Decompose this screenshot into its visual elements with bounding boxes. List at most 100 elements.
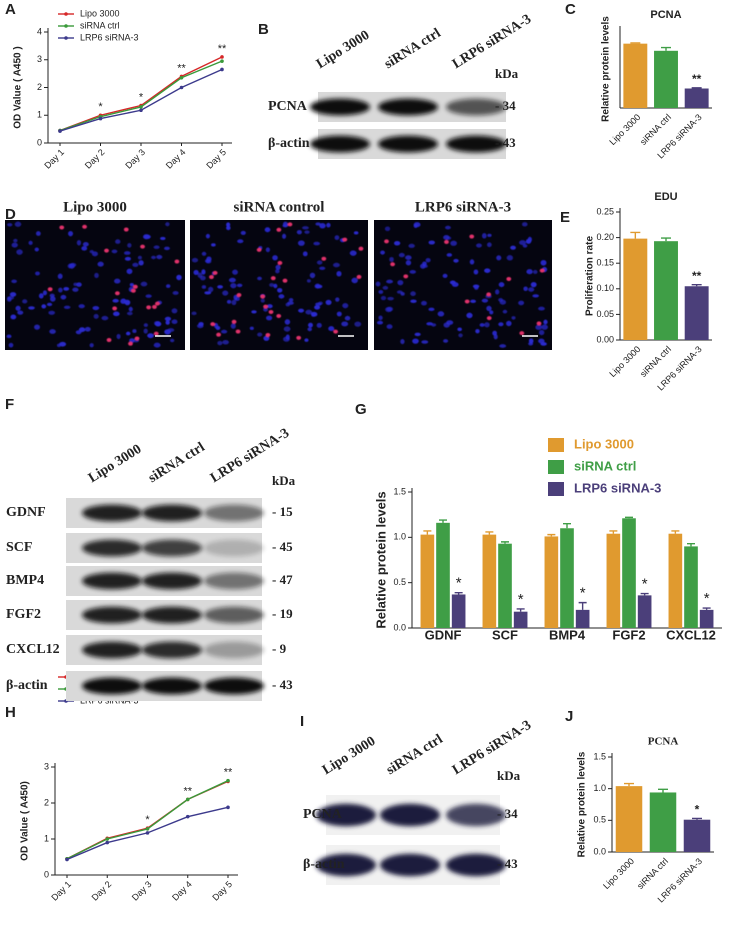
nucleus: [535, 324, 543, 330]
y-tick-label: 0.0: [593, 846, 606, 856]
nucleus: [305, 309, 313, 315]
nucleus: [277, 287, 283, 293]
nucleus: [167, 328, 175, 333]
nucleus: [315, 284, 323, 289]
nucleus: [486, 305, 492, 312]
band: [310, 135, 370, 153]
nucleus: [7, 295, 15, 300]
band: [142, 539, 202, 557]
x-tick-label: CXCL12: [666, 627, 716, 642]
nucleus: [123, 251, 131, 255]
nucleus: [521, 222, 528, 227]
significance: *: [139, 91, 144, 103]
protein-label: PCNA: [268, 99, 308, 114]
significance: *: [580, 585, 586, 602]
point: [226, 805, 230, 810]
nucleus: [335, 297, 340, 302]
nucleus: [443, 339, 449, 343]
nucleus: [251, 310, 257, 314]
nucleus: [266, 304, 273, 309]
legend-label: LRP6 siRNA-3: [574, 480, 661, 495]
nucleus: [211, 243, 216, 247]
nucleus: [481, 298, 489, 303]
nucleus: [166, 284, 171, 288]
nucleus: [176, 274, 182, 281]
band: [82, 504, 142, 522]
nucleus: [153, 245, 160, 249]
nucleus: [263, 307, 268, 312]
nucleus: [201, 269, 206, 275]
nucleus: [89, 343, 94, 348]
significance: *: [456, 575, 462, 592]
nucleus: [198, 322, 204, 327]
legend-swatch: [548, 482, 564, 496]
nucleus-edu: [134, 336, 140, 341]
y-axis-label: Relative protein levels: [601, 16, 612, 122]
nucleus: [302, 226, 309, 230]
nucleus-edu: [114, 291, 120, 296]
band: [204, 572, 264, 590]
nucleus: [284, 319, 291, 325]
nucleus: [231, 299, 237, 306]
nucleus-edu: [444, 240, 449, 245]
significance: *: [145, 814, 150, 826]
nucleus: [35, 271, 40, 276]
y-tick-label: 1: [37, 110, 42, 120]
significance: *: [98, 101, 103, 113]
nucleus: [78, 327, 86, 333]
nucleus: [387, 296, 394, 301]
legend-label: siRNA ctrl: [574, 458, 636, 473]
protein-label: PCNA: [303, 807, 343, 822]
bar: [637, 595, 652, 628]
nucleus: [272, 255, 278, 261]
nucleus: [34, 247, 39, 252]
legend-label: Lipo 3000: [574, 436, 634, 451]
nucleus: [237, 239, 244, 244]
error-bar: [609, 530, 618, 534]
nucleus: [257, 276, 262, 281]
nucleus: [28, 306, 35, 310]
error-bar: [661, 237, 671, 242]
nucleus: [473, 269, 479, 275]
nucleus: [282, 233, 287, 239]
legend-label: LRP6 siRNA-3: [80, 32, 139, 42]
y-tick-label: 3: [37, 54, 42, 64]
nucleus: [543, 319, 548, 325]
y-tick-label: 0.5: [393, 577, 406, 587]
nucleus: [35, 231, 41, 236]
error-bar: [658, 788, 668, 793]
bar: [436, 522, 450, 628]
nucleus: [510, 245, 516, 250]
nucleus: [94, 272, 99, 279]
nucleus-edu: [268, 309, 274, 314]
nucleus-edu: [212, 270, 218, 275]
nucleus: [269, 282, 275, 287]
nucleus: [28, 240, 33, 246]
protein-label: GDNF: [6, 505, 46, 520]
band: [142, 572, 202, 590]
band: [82, 641, 142, 659]
nucleus: [7, 223, 13, 227]
band: [380, 853, 440, 877]
nucleus-edu: [403, 274, 409, 279]
significance: *: [642, 576, 648, 593]
nucleus: [389, 256, 394, 262]
nucleus: [165, 320, 170, 325]
nucleus: [145, 294, 152, 298]
nucleus: [298, 308, 305, 313]
nucleus: [540, 259, 547, 266]
size-header: kDa: [495, 66, 519, 81]
nucleus: [518, 300, 525, 306]
nucleus-edu: [276, 314, 282, 319]
bar: [513, 611, 528, 628]
nucleus: [41, 304, 47, 309]
nucleus: [385, 306, 393, 313]
nucleus: [217, 285, 224, 289]
nucleus: [156, 254, 163, 260]
error-bar: [691, 87, 702, 89]
nucleus: [341, 321, 349, 327]
nucleus: [315, 222, 321, 226]
nucleus: [147, 333, 154, 339]
nucleus-edu: [146, 305, 152, 310]
point: [105, 837, 110, 841]
